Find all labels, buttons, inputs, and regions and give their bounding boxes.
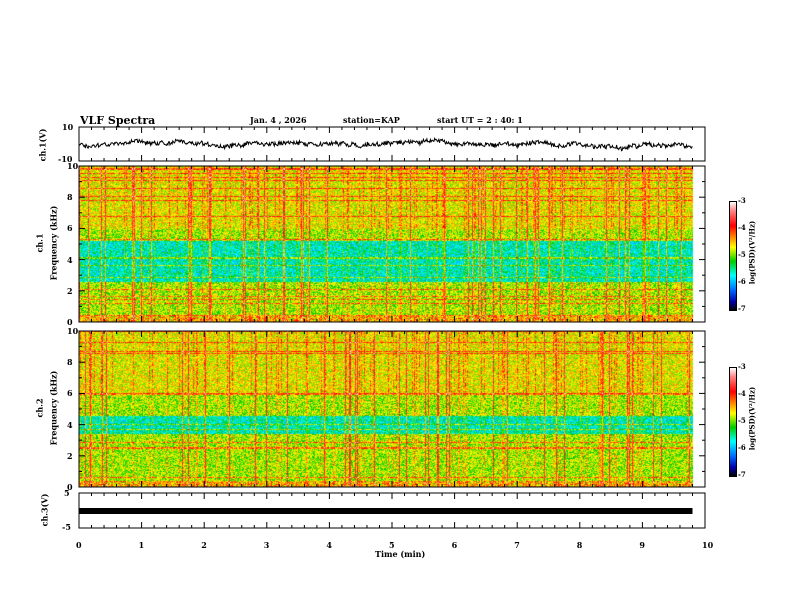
spec-ytick-label: 2 bbox=[67, 450, 73, 461]
x-tick-label: 3 bbox=[263, 540, 270, 550]
spec-ytick-label: 6 bbox=[67, 223, 73, 234]
ch1-ytick-top: 10 bbox=[62, 122, 74, 132]
ch2-spec-channel-label: ch.2 bbox=[34, 398, 45, 418]
ch3-waveform-panel bbox=[79, 508, 693, 514]
ch1-waveform-line bbox=[79, 136, 693, 152]
spec-ytick-label: 2 bbox=[67, 285, 73, 296]
spec-ytick-label: 4 bbox=[67, 254, 73, 265]
x-tick-label: 10 bbox=[702, 540, 714, 550]
colorbar-tick-label: -4 bbox=[738, 389, 746, 398]
colorbar-tick-label: -3 bbox=[738, 362, 746, 371]
ch1-spec-ylabel: Frequency (kHz) bbox=[48, 205, 59, 281]
ch3-ylabel: ch.3(V) bbox=[39, 493, 50, 527]
spec-ytick-label: 10 bbox=[67, 161, 79, 171]
x-tick-label: 8 bbox=[576, 540, 583, 550]
colorbar-tick-label: -5 bbox=[738, 250, 746, 259]
ch3-ytick-top: 5 bbox=[64, 488, 70, 498]
x-tick-label: 9 bbox=[639, 540, 645, 550]
spec-ytick-label: 4 bbox=[67, 419, 73, 430]
ch2-spec-ylabel: Frequency (kHz) bbox=[48, 370, 59, 446]
spec-ytick-label: 0 bbox=[67, 482, 73, 492]
ch1-spec-channel-label: ch.1 bbox=[34, 233, 45, 253]
x-tick-label: 5 bbox=[389, 540, 395, 550]
x-tick-label: 0 bbox=[76, 540, 82, 550]
date-label: Jan. 4 , 2026 bbox=[250, 115, 307, 125]
x-tick-label: 7 bbox=[514, 540, 520, 550]
colorbar-tick-label: -3 bbox=[738, 196, 746, 205]
colorbar-tick-label: -5 bbox=[738, 416, 746, 425]
ch2-spectrogram bbox=[79, 331, 706, 487]
spec-ytick-label: 10 bbox=[67, 326, 79, 336]
x-tick-label: 1 bbox=[138, 540, 145, 550]
colorbar-tick-label: -6 bbox=[738, 443, 746, 452]
panel-frame bbox=[78, 330, 706, 488]
ch2-colorbar-label: log(PSD)(V²/Hz) bbox=[747, 386, 757, 451]
station-label: station=KAP bbox=[343, 115, 400, 125]
x-tick-label: 4 bbox=[326, 540, 332, 550]
x-tick-label: 2 bbox=[201, 540, 207, 550]
spec-ytick-label: 8 bbox=[67, 357, 73, 368]
colorbar-tick-label: -4 bbox=[738, 223, 746, 232]
ch1-ylabel: ch.1(V) bbox=[37, 128, 48, 162]
spec-ytick-label: 8 bbox=[67, 192, 73, 203]
start-time-label: start UT = 2 : 40: 1 bbox=[437, 115, 523, 125]
ch1-spectrogram bbox=[79, 166, 706, 322]
ch1-colorbar bbox=[729, 201, 737, 311]
x-axis-label: Time (min) bbox=[375, 549, 426, 559]
spec-ytick-label: 0 bbox=[67, 317, 73, 327]
ch3-waveform-line bbox=[79, 508, 693, 514]
ch1-colorbar-label: log(PSD)(V²/Hz) bbox=[747, 220, 757, 285]
ch2-colorbar bbox=[729, 367, 737, 477]
ch1-waveform-panel bbox=[79, 136, 693, 152]
colorbar-tick-label: -7 bbox=[738, 470, 746, 479]
colorbar-tick-label: -7 bbox=[738, 304, 746, 313]
colorbar-tick-label: -6 bbox=[738, 277, 746, 286]
ch1-ytick-bottom: -10 bbox=[58, 154, 73, 164]
figure-title: VLF Spectra bbox=[80, 114, 156, 127]
ch3-ytick-bottom: -5 bbox=[62, 522, 71, 532]
panel-frame bbox=[78, 165, 706, 323]
spec-ytick-label: 6 bbox=[67, 388, 73, 399]
x-tick-label: 6 bbox=[451, 540, 458, 550]
